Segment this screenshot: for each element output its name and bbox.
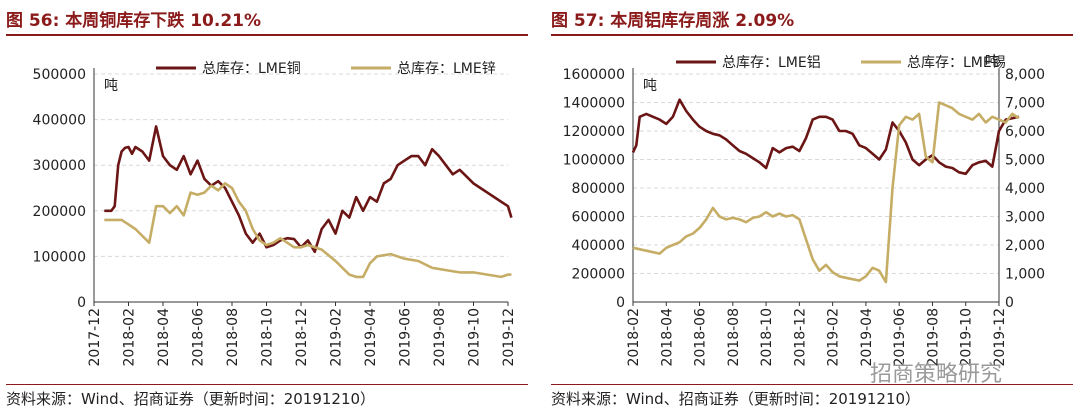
y2-tick-label: 4,000 (1005, 181, 1045, 197)
x-tick-label: 2018-12 (792, 308, 808, 367)
x-tick-label: 2018-08 (726, 308, 742, 367)
chart-panel-copper: 图 56: 本周铜库存下跌 10.21% 500000 400000 300000 2… (6, 0, 534, 414)
y2-tick-label: 6,000 (1005, 124, 1045, 140)
y-tick-label: 500000 (33, 67, 86, 83)
y2-tick-label: 1,000 (1005, 267, 1045, 283)
chart-title: 图 56: 本周铜库存下跌 10.21% (6, 11, 262, 31)
chart-panel-aluminum: 图 57: 本周铝库存周涨 2.09% 1600000 1400000 120000… (551, 0, 1079, 414)
y-tick-label: 200000 (572, 267, 625, 283)
series-line-1 (632, 101, 1020, 284)
y2-tick-label: 5,000 (1005, 153, 1045, 169)
series-line-0 (631, 98, 1020, 176)
x-tick-label: 2018-02 (122, 308, 138, 367)
series-line-0 (104, 125, 513, 254)
y-tick-label: 0 (77, 295, 86, 311)
y2-tick-label: 0 (1005, 295, 1014, 311)
legend-label-0: 总库存：LME铜 (202, 61, 301, 77)
y-tick-label: 1000000 (563, 153, 625, 169)
title-rule (551, 34, 1073, 36)
x-tick-label: 2017-12 (87, 308, 103, 367)
y2-tick-label: 3,000 (1005, 210, 1045, 226)
x-tick-label: 2018-08 (225, 308, 241, 367)
y-tick-label: 400000 (572, 238, 625, 254)
x-tick-label: 2018-04 (156, 308, 172, 367)
x-tick-label: 2018-10 (759, 308, 775, 367)
chart-title: 图 57: 本周铝库存周涨 2.09% (551, 11, 795, 31)
x-tick-label: 2018-10 (260, 308, 276, 367)
legend-label-1: 总库存：LME锡 (907, 55, 1006, 71)
y2-tick-label: 7,000 (1005, 96, 1045, 112)
x-tick-label: 2018-06 (191, 308, 207, 367)
y-tick-label: 400000 (33, 113, 86, 129)
x-tick-label: 2018-02 (626, 308, 642, 367)
y-tick-label: 1400000 (563, 96, 625, 112)
x-tick-label: 2019-04 (859, 308, 875, 367)
watermark-text: 招商策略研究 (870, 362, 1003, 387)
y-unit-label: 吨 (643, 78, 657, 94)
y-tick-label: 1600000 (563, 67, 625, 83)
x-tick-label: 2018-12 (294, 308, 310, 367)
y2-tick-label: 2,000 (1005, 238, 1045, 254)
source-note: 资料来源：Wind、招商证券（更新时间：20191210） (551, 390, 921, 408)
x-tick-label: 2019-08 (925, 308, 941, 367)
y-tick-label: 0 (616, 295, 625, 311)
y-tick-label: 1200000 (563, 124, 625, 140)
x-tick-label: 2019-02 (329, 308, 345, 367)
source-note: 资料来源：Wind、招商证券（更新时间：20191210） (6, 390, 376, 408)
y-tick-label: 600000 (572, 210, 625, 226)
title-rule (6, 34, 528, 36)
y-tick-label: 200000 (33, 204, 86, 220)
x-tick-label: 2019-12 (501, 308, 517, 367)
x-tick-label: 2019-04 (363, 308, 379, 367)
series-line-1 (104, 182, 512, 279)
source-rule (6, 384, 528, 385)
y-tick-label: 800000 (572, 181, 625, 197)
y2-unit-label: 吨 (985, 54, 999, 70)
x-tick-label: 2019-12 (992, 308, 1008, 367)
x-tick-label: 2019-10 (959, 308, 975, 367)
legend-label-1: 总库存：LME锌 (397, 61, 496, 77)
x-tick-label: 2018-04 (659, 308, 675, 367)
x-tick-label: 2019-10 (467, 308, 483, 367)
y-tick-label: 100000 (33, 249, 86, 265)
aluminum-chart: 1600000 1400000 1200000 1000000 800000 600000… (563, 54, 1045, 367)
x-tick-label: 2019-06 (398, 308, 414, 367)
legend-label-0: 总库存：LME铝 (722, 55, 821, 71)
x-tick-label: 2019-02 (826, 308, 842, 367)
x-tick-label: 2019-08 (432, 308, 448, 367)
source-rule (551, 384, 1073, 385)
y2-tick-label: 8,000 (1005, 67, 1045, 83)
y-unit-label: 吨 (104, 78, 118, 94)
y-tick-label: 300000 (33, 158, 86, 174)
x-tick-label: 2018-06 (693, 308, 709, 367)
x-tick-label: 2019-06 (892, 308, 908, 367)
